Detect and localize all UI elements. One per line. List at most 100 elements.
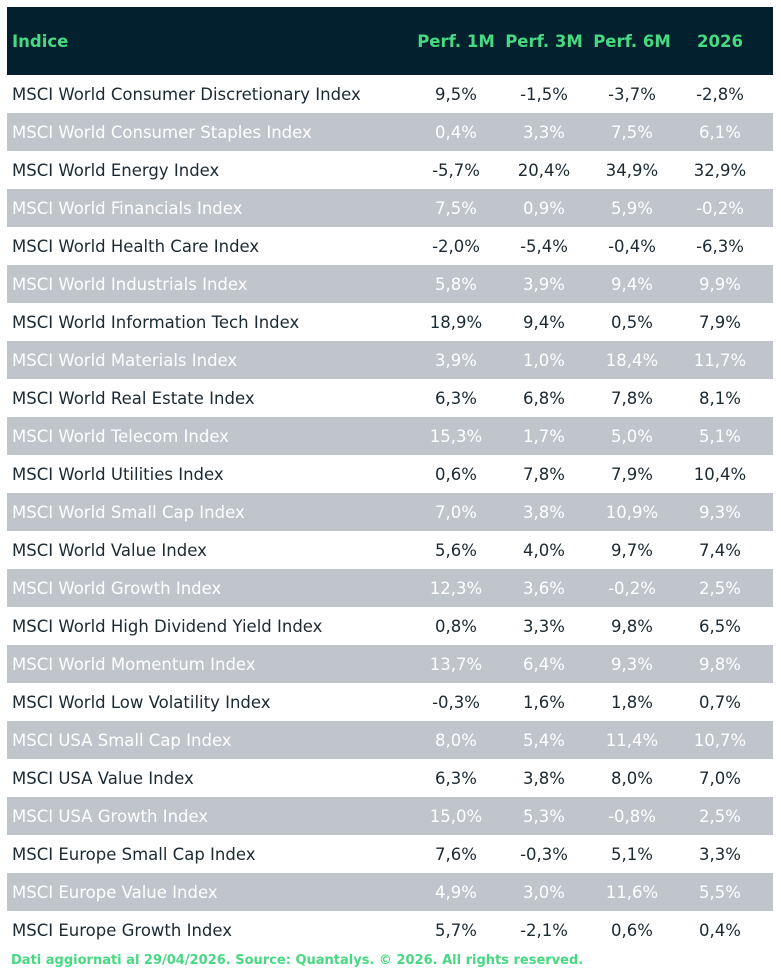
table-row: MSCI World High Dividend Yield Index 0,8%…	[7, 607, 773, 645]
value-cell: 0,8%	[435, 616, 477, 636]
value-cell: -6,3%	[696, 236, 744, 256]
value-cell: -0,8%	[608, 806, 656, 826]
value-cell: 15,3%	[429, 426, 483, 446]
value-cell: 7,8%	[611, 388, 653, 408]
value-cell: 20,4%	[517, 160, 571, 180]
value-cell: 9,4%	[611, 274, 653, 294]
value-cell: -0,3%	[520, 844, 568, 864]
value-cell: 9,8%	[699, 654, 741, 674]
value-cell: 13,7%	[429, 654, 483, 674]
value-cell: 3,8%	[523, 502, 565, 522]
index-name: MSCI World Consumer Discretionary Index	[12, 84, 361, 104]
index-name: MSCI World Materials Index	[12, 350, 238, 370]
value-cell: 7,8%	[523, 464, 565, 484]
value-cell: 0,7%	[699, 692, 741, 712]
value-cell: 7,0%	[435, 502, 477, 522]
value-cell: 7,6%	[435, 844, 477, 864]
value-cell: 11,7%	[693, 350, 747, 370]
value-cell: 8,0%	[611, 768, 653, 788]
index-name: MSCI Europe Growth Index	[12, 920, 233, 940]
value-cell: 2,5%	[699, 578, 741, 598]
value-cell: 6,4%	[523, 654, 565, 674]
header-row: Indice Perf. 1M Perf. 3M Perf. 6M 2026	[7, 7, 773, 75]
value-cell: 3,0%	[523, 882, 565, 902]
value-cell: 3,3%	[699, 844, 741, 864]
index-name: MSCI World Health Care Index	[12, 236, 260, 256]
value-cell: 9,5%	[435, 84, 477, 104]
value-cell: 9,3%	[611, 654, 653, 674]
index-name: MSCI World Growth Index	[12, 578, 222, 598]
table-row: MSCI World Industrials Index 5,8% 3,9% 9,4%…	[7, 265, 773, 303]
value-cell: 6,8%	[523, 388, 565, 408]
value-cell: -0,4%	[608, 236, 656, 256]
value-cell: 10,7%	[693, 730, 747, 750]
value-cell: 15,0%	[429, 806, 483, 826]
value-cell: 6,3%	[435, 768, 477, 788]
header-cell: 2026	[697, 31, 743, 51]
value-cell: 7,9%	[611, 464, 653, 484]
header-cell: Perf. 6M	[593, 31, 671, 51]
table-row: MSCI World Small Cap Index 7,0% 3,8% 10,9% 9…	[7, 493, 773, 531]
value-cell: 3,8%	[523, 768, 565, 788]
value-cell: 3,3%	[523, 122, 565, 142]
table-row: MSCI World Health Care Index -2,0% -5,4% -0…	[7, 227, 773, 265]
index-name: MSCI World Low Volatility Index	[12, 692, 271, 712]
value-cell: 6,1%	[699, 122, 741, 142]
value-cell: 0,6%	[611, 920, 653, 940]
value-cell: 18,4%	[605, 350, 659, 370]
value-cell: 18,9%	[429, 312, 483, 332]
table-row: MSCI World Value Index 5,6% 4,0% 9,7% 7,4%	[7, 531, 773, 569]
value-cell: 5,9%	[611, 198, 653, 218]
index-name: MSCI USA Value Index	[12, 768, 194, 788]
table-row: MSCI World Momentum Index 13,7% 6,4% 9,3% 9,…	[7, 645, 773, 683]
value-cell: 9,4%	[523, 312, 565, 332]
footer-note: Dati aggiornati al 29/04/2026. Source: Q…	[11, 953, 584, 968]
table-row: MSCI World Consumer Staples Index 0,4% 3,3…	[7, 113, 773, 151]
table-row: MSCI World Information Tech Index 18,9% 9,…	[7, 303, 773, 341]
value-cell: 0,4%	[435, 122, 477, 142]
index-name: MSCI USA Small Cap Index	[12, 730, 232, 750]
value-cell: -1,5%	[520, 84, 568, 104]
index-name: MSCI World Industrials Index	[12, 274, 248, 294]
value-cell: -3,7%	[608, 84, 656, 104]
value-cell: 7,0%	[699, 768, 741, 788]
index-name: MSCI Europe Value Index	[12, 882, 218, 902]
index-name: MSCI World Energy Index	[12, 160, 220, 180]
value-cell: 5,6%	[435, 540, 477, 560]
value-cell: 7,9%	[699, 312, 741, 332]
table-row: MSCI USA Small Cap Index 8,0% 5,4% 11,4% 10,…	[7, 721, 773, 759]
value-cell: 5,1%	[699, 426, 741, 446]
value-cell: 6,3%	[435, 388, 477, 408]
value-cell: 0,4%	[699, 920, 741, 940]
table-row: MSCI World Real Estate Index 6,3% 6,8% 7,8%…	[7, 379, 773, 417]
table-row: MSCI USA Value Index 6,3% 3,8% 8,0% 7,0%	[7, 759, 773, 797]
value-cell: 11,6%	[605, 882, 659, 902]
value-cell: -0,3%	[432, 692, 480, 712]
table-row: MSCI World Materials Index 3,9% 1,0% 18,4% 1…	[7, 341, 773, 379]
value-cell: 11,4%	[605, 730, 659, 750]
value-cell: 9,7%	[611, 540, 653, 560]
value-cell: 4,0%	[523, 540, 565, 560]
value-cell: 5,3%	[523, 806, 565, 826]
value-cell: 0,6%	[435, 464, 477, 484]
table: Indice Perf. 1M Perf. 3M Perf. 6M 2026 MSCI W…	[7, 7, 773, 949]
index-name: MSCI Europe Small Cap Index	[12, 844, 256, 864]
value-cell: 5,0%	[611, 426, 653, 446]
value-cell: 10,9%	[605, 502, 659, 522]
index-name: MSCI World Consumer Staples Index	[12, 122, 312, 142]
table-row: MSCI Europe Growth Index 5,7% -2,1% 0,6% 0,4…	[7, 911, 773, 949]
table-row: MSCI USA Growth Index 15,0% 5,3% -0,8% 2,5%	[7, 797, 773, 835]
header-cell: Indice	[12, 31, 69, 51]
table-row: MSCI World Financials Index 7,5% 0,9% 5,9% -…	[7, 189, 773, 227]
value-cell: 5,7%	[435, 920, 477, 940]
value-cell: 5,8%	[435, 274, 477, 294]
value-cell: 9,9%	[699, 274, 741, 294]
value-cell: 34,9%	[605, 160, 659, 180]
value-cell: 3,6%	[523, 578, 565, 598]
table-row: MSCI World Growth Index 12,3% 3,6% -0,2% 2,5…	[7, 569, 773, 607]
value-cell: 1,7%	[523, 426, 565, 446]
value-cell: -0,2%	[696, 198, 744, 218]
value-cell: 7,4%	[699, 540, 741, 560]
value-cell: 7,5%	[435, 198, 477, 218]
